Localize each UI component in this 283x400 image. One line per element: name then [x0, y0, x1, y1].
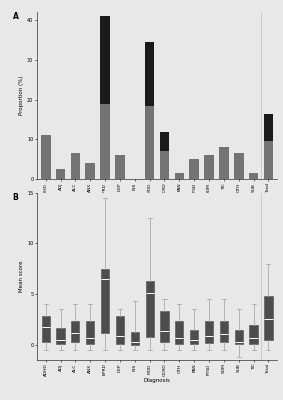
PathPatch shape — [116, 316, 124, 344]
PathPatch shape — [205, 322, 213, 343]
Text: A: A — [13, 12, 19, 21]
Y-axis label: Proportion (%): Proportion (%) — [19, 76, 24, 115]
PathPatch shape — [175, 322, 183, 344]
PathPatch shape — [145, 281, 154, 337]
PathPatch shape — [160, 311, 169, 342]
Legend: High, Moderate: High, Moderate — [132, 268, 182, 279]
PathPatch shape — [131, 332, 139, 345]
X-axis label: Diagnosis: Diagnosis — [144, 378, 170, 383]
PathPatch shape — [71, 322, 80, 342]
Bar — [263, 142, 273, 179]
PathPatch shape — [42, 316, 50, 342]
PathPatch shape — [57, 328, 65, 344]
Bar — [249, 173, 258, 179]
Bar — [56, 169, 65, 179]
Bar — [160, 132, 169, 152]
PathPatch shape — [86, 322, 94, 344]
PathPatch shape — [190, 330, 198, 344]
Bar — [189, 159, 199, 179]
Bar — [234, 154, 244, 179]
Bar — [145, 42, 155, 106]
PathPatch shape — [101, 269, 109, 333]
Text: B: B — [13, 193, 18, 202]
Bar — [145, 106, 155, 179]
Y-axis label: Mean score: Mean score — [19, 260, 24, 292]
PathPatch shape — [220, 322, 228, 342]
Bar — [219, 148, 229, 179]
Bar — [100, 16, 110, 104]
Bar — [115, 156, 125, 179]
Bar — [85, 163, 95, 179]
X-axis label: Diagnosis: Diagnosis — [144, 197, 170, 202]
Bar — [204, 156, 214, 179]
PathPatch shape — [235, 330, 243, 344]
PathPatch shape — [250, 324, 258, 344]
PathPatch shape — [264, 296, 273, 340]
Bar — [160, 152, 169, 179]
Bar — [70, 154, 80, 179]
Bar — [175, 173, 184, 179]
Bar — [100, 104, 110, 179]
Bar — [41, 136, 51, 179]
Bar — [263, 114, 273, 142]
